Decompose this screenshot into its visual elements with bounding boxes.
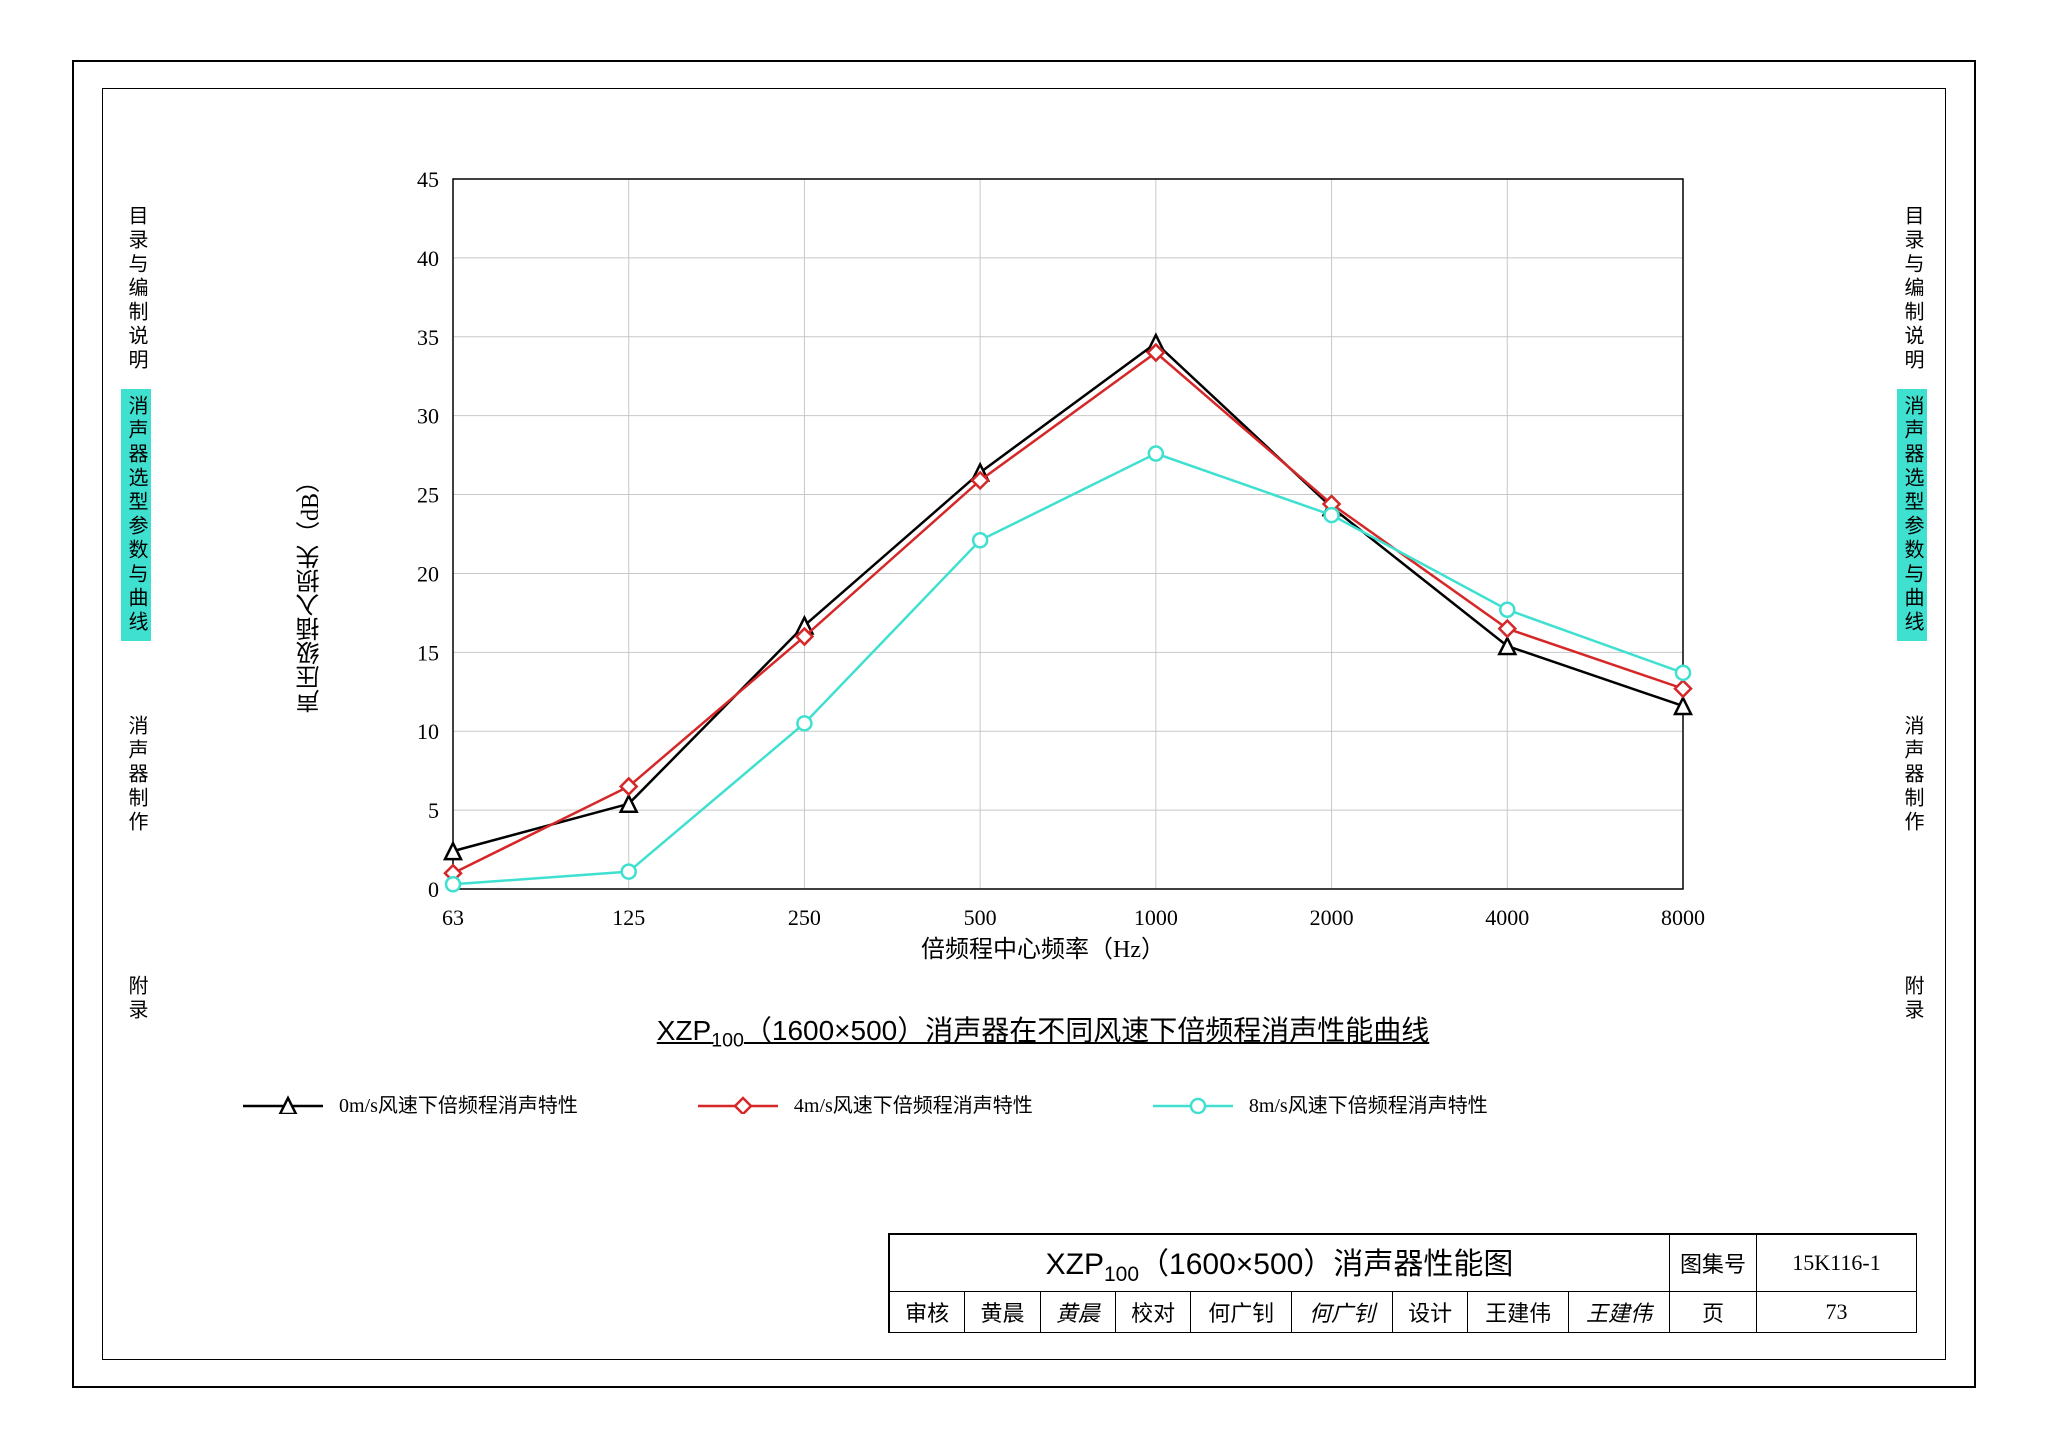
tb-design-l: 设计 (1392, 1292, 1467, 1333)
svg-text:125: 125 (612, 905, 645, 930)
legend-item: 0m/s风速下倍频程消声特性 (243, 1089, 578, 1118)
side-tab-right-2: 消声器选型参数与曲线 (1897, 389, 1927, 641)
side-tab-right-1: 目录与编制说明 (1897, 199, 1927, 379)
tb-check-l: 校对 (1115, 1292, 1190, 1333)
svg-text:5: 5 (428, 798, 439, 823)
svg-text:10: 10 (417, 719, 439, 744)
x-axis-label: 倍频程中心频率（Hz） (343, 929, 1743, 964)
tb-design-s: 王建伟 (1569, 1292, 1670, 1333)
svg-text:20: 20 (417, 561, 439, 586)
svg-text:40: 40 (417, 246, 439, 271)
tb-drawing-label: 图集号 (1669, 1235, 1756, 1292)
tb-check-s: 何广钊 (1292, 1292, 1393, 1333)
title-block-real: XZP100（1600×500）消声器性能图 图集号 15K116-1 审核 黄… (888, 1233, 1917, 1333)
legend-item: 8m/s风速下倍频程消声特性 (1153, 1089, 1488, 1118)
tb-review-n: 黄晨 (965, 1292, 1040, 1333)
svg-text:8000: 8000 (1661, 905, 1705, 930)
side-tab-left-3: 消声器制作 (121, 709, 151, 841)
tb-review-s: 黄晨 (1040, 1292, 1115, 1333)
svg-text:35: 35 (417, 325, 439, 350)
legend-label: 4m/s风速下倍频程消声特性 (794, 1089, 1033, 1118)
svg-text:25: 25 (417, 483, 439, 508)
tb-page-n: 73 (1757, 1292, 1917, 1333)
svg-text:250: 250 (788, 905, 821, 930)
svg-text:500: 500 (964, 905, 997, 930)
svg-text:45: 45 (417, 167, 439, 192)
chart-title: XZP100（1600×500）消声器在不同风速下倍频程消声性能曲线 (343, 1009, 1743, 1053)
side-tab-left-2: 消声器选型参数与曲线 (121, 389, 151, 641)
side-tab-left-1: 目录与编制说明 (121, 199, 151, 379)
legend-label: 0m/s风速下倍频程消声特性 (339, 1089, 578, 1118)
tb-drawing-no: 15K116-1 (1757, 1235, 1917, 1292)
tb-review-l: 审核 (889, 1292, 964, 1333)
svg-text:63: 63 (442, 905, 464, 930)
outer-frame: 目录与编制说明 消声器选型参数与曲线 消声器制作 附录 目录与编制说明 消声器选… (72, 60, 1976, 1388)
side-tab-right-3: 消声器制作 (1897, 709, 1927, 841)
svg-text:0: 0 (428, 877, 439, 902)
chart: 0 5 10 15 20 25 30 35 40 45 63 125 250 500 1000 2000 400… (343, 159, 1743, 1059)
svg-text:1000: 1000 (1134, 905, 1178, 930)
legend: 0m/s风速下倍频程消声特性 4m/s风速下倍频程消声特性 8m/s风速下倍频程消声… (243, 1089, 1843, 1118)
svg-text:30: 30 (417, 404, 439, 429)
svg-text:2000: 2000 (1310, 905, 1354, 930)
svg-text:15: 15 (417, 640, 439, 665)
tb-page-l: 页 (1669, 1292, 1756, 1333)
tb-design-n: 王建伟 (1468, 1292, 1569, 1333)
inner-frame: 目录与编制说明 消声器选型参数与曲线 消声器制作 附录 目录与编制说明 消声器选… (102, 88, 1946, 1360)
svg-text:4000: 4000 (1485, 905, 1529, 930)
legend-label: 8m/s风速下倍频程消声特性 (1249, 1089, 1488, 1118)
y-axis-label: 声压级插入损失（dB） (293, 469, 328, 713)
tb-check-n: 何广钊 (1191, 1292, 1292, 1333)
side-tab-left-4: 附录 (121, 969, 151, 1029)
legend-item: 4m/s风速下倍频程消声特性 (698, 1089, 1033, 1118)
side-tab-right-4: 附录 (1897, 969, 1927, 1029)
